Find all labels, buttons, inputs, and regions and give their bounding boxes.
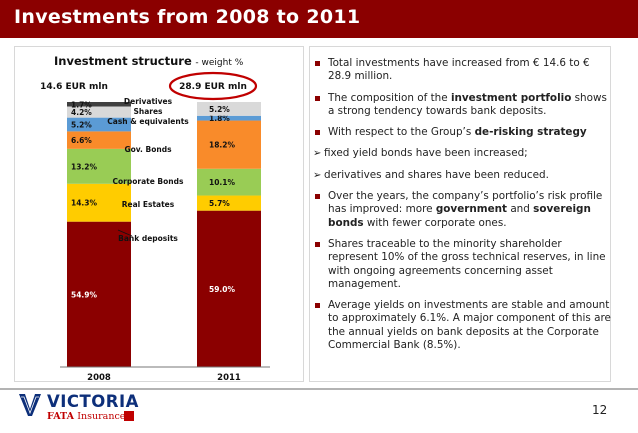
legend-label: Derivatives (124, 97, 173, 106)
bullet-text: With respect to the Group’s (328, 126, 475, 139)
slide-title: Investments from 2008 to 2011 (14, 6, 361, 28)
logo-badge-icon (124, 411, 134, 421)
bar-data-label: 1.7% (71, 100, 92, 109)
investment-chart: 54.9% 14.3% 13.2% 6.6% 5.2% 4.2%1.7% 2008 59.0%… (40, 71, 270, 383)
bullet-item: Over the years, the company’s portfolio’… (314, 190, 614, 230)
legend-label: Bank deposits (118, 234, 178, 243)
bullet-text: with fewer corporate ones. (363, 216, 507, 229)
bullet-text: Total investments have increased from € … (328, 57, 590, 83)
bar-segment (197, 120, 261, 169)
bar-segment (67, 148, 131, 184)
bar-data-label: 1.8% (209, 114, 230, 123)
bullet-text: The composition of the (328, 91, 451, 104)
legend-label: Shares (133, 107, 163, 116)
bar-segment (67, 102, 131, 107)
bar-data-label: 13.2% (71, 162, 98, 171)
bar-data-label: 10.1% (209, 178, 236, 187)
total-2008-label: 14.6 EUR mln (40, 82, 108, 92)
bar-data-label: 6.6% (71, 136, 92, 145)
x-tick-label: 2008 (87, 373, 111, 383)
square-bullet-icon (315, 95, 320, 101)
bullet-text: shows a strong tendency towards bank dep… (328, 91, 607, 117)
bullet-emphasis: government (435, 203, 508, 216)
victoria-emblem-icon (19, 394, 41, 416)
logo-subtitle: FATA Insurance (47, 411, 125, 422)
bar-segment (67, 106, 131, 118)
square-bullet-icon (315, 194, 320, 200)
legend-label: Corporate Bonds (113, 177, 184, 186)
bar-data-label: 5.2% (209, 105, 230, 114)
square-bullet-icon (315, 303, 320, 309)
bullet-item: The composition of the investment portfo… (314, 92, 614, 119)
arrow-bullet-icon: ➢ (313, 148, 322, 160)
bullet-text: Over the years, the company’s portfolio’… (328, 190, 603, 216)
bar-segment (67, 131, 131, 149)
chart-title: Investment structure (54, 54, 192, 68)
bar-segment (67, 117, 131, 132)
x-tick-label: 2011 (217, 373, 241, 383)
bullet-item: Total investments have increased from € … (314, 57, 614, 84)
bullet-item: Average yields on investments are stable… (314, 299, 614, 352)
square-bullet-icon (315, 61, 320, 66)
logo-sub-left: FATA (47, 411, 74, 422)
bar-data-label: 5.2% (71, 121, 92, 130)
square-bullet-icon (315, 130, 320, 136)
bullet-text: and (507, 203, 534, 216)
bullet-text: fixed yield bonds have been increased; (324, 147, 528, 160)
text-panel (309, 46, 611, 382)
logo-name: VICTORIA (47, 392, 139, 411)
bar-data-label: 5.7% (209, 199, 230, 208)
bar-data-label: 14.3% (71, 199, 98, 208)
total-2011-label: 28.9 EUR mln (179, 82, 247, 92)
title-bar: Investments from 2008 to 2011 (0, 0, 638, 38)
bar-segment (197, 168, 261, 196)
bar-segment (197, 115, 261, 121)
bullet-emphasis: investment portfolio (450, 91, 572, 104)
bullet-text: Shares traceable to the minority shareho… (328, 237, 606, 290)
chart-title-block: Investment structure - weight % (54, 54, 243, 68)
footer-divider (0, 388, 638, 390)
company-logo: VICTORIA FATA Insurance (18, 392, 139, 428)
bullet-emphasis: sovereign bonds (328, 203, 591, 229)
logo-sub-right: Insurance (77, 411, 126, 422)
bar-segment (197, 102, 261, 116)
bar-segment (67, 221, 131, 367)
bullet-emphasis: de-risking strategy (474, 126, 587, 139)
bullet-text: Average yields on investments are stable… (328, 299, 611, 352)
legend-label: Gov. Bonds (124, 145, 172, 154)
page-number: 12 (592, 403, 608, 417)
legend-label: Real Estates (122, 200, 175, 209)
bullet-item: ➢ derivatives and shares have been reduce… (313, 168, 614, 182)
legend-connector (117, 229, 133, 237)
bar-data-label: 4.2% (71, 108, 92, 117)
chart-subtitle: - weight % (195, 58, 244, 68)
highlight-circle (168, 71, 258, 101)
legend-label: Cash & equivalents (107, 117, 189, 126)
bullet-list: Total investments have increased from € … (313, 57, 614, 360)
bar-segment (197, 195, 261, 211)
arrow-bullet-icon: ➢ (313, 169, 322, 181)
bar-data-label: 54.9% (71, 290, 98, 299)
bar-segment (197, 210, 261, 367)
bar-segment (67, 183, 131, 222)
bullet-text: derivatives and shares have been reduced… (324, 168, 549, 181)
square-bullet-icon (315, 241, 320, 247)
bullet-item: With respect to the Group’s de-risking s… (314, 126, 614, 139)
bullet-item: Shares traceable to the minority shareho… (314, 238, 614, 291)
bar-data-label: 18.2% (209, 141, 236, 150)
bar-data-label: 59.0% (209, 285, 236, 294)
bullet-item: ➢ fixed yield bonds have been increased; (313, 147, 614, 160)
